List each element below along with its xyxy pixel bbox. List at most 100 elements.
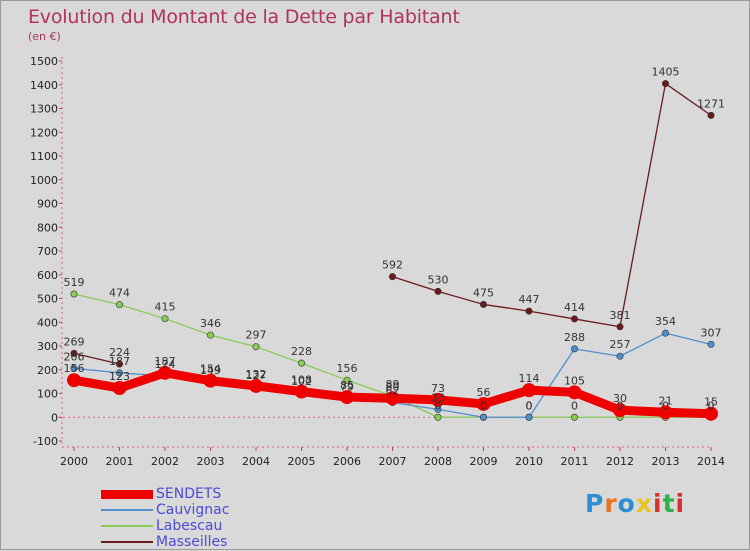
data-point-sendets <box>613 403 627 418</box>
data-point-labescau <box>161 315 169 323</box>
data-label-sendets: 85 <box>340 379 354 392</box>
data-point-sendets <box>112 381 127 396</box>
data-label-sendets: 105 <box>564 374 585 387</box>
data-label-labescau: 519 <box>64 276 85 289</box>
series-line-masseilles <box>73 352 121 365</box>
data-point-sendets <box>294 384 309 399</box>
data-point-sendets <box>567 385 582 400</box>
y-tick-label: 1200 <box>30 126 58 139</box>
data-point-cauvignac <box>616 352 624 360</box>
data-label-sendets: 56 <box>477 386 491 399</box>
logo-letter: x <box>635 489 653 518</box>
x-tick-label: 2001 <box>106 455 134 468</box>
data-label-masseilles: 447 <box>519 293 540 306</box>
data-label-sendets: 114 <box>519 372 540 385</box>
data-label-cauvignac: 79 <box>340 380 354 393</box>
logo-letter: r <box>604 489 618 518</box>
y-tick-label: 900 <box>37 198 58 211</box>
data-label-sendets: 132 <box>246 368 267 381</box>
data-label-labescau: 297 <box>246 329 267 342</box>
data-label-cauvignac: 187 <box>109 355 130 368</box>
x-tick-label: 2003 <box>197 455 225 468</box>
data-label-cauvignac: 102 <box>291 375 312 388</box>
data-point-sendets <box>203 373 218 388</box>
data-label-cauvignac: 33 <box>431 391 445 404</box>
data-point-sendets <box>704 406 718 421</box>
x-tick-label: 2005 <box>288 455 316 468</box>
x-tick-label: 2000 <box>60 455 88 468</box>
data-label-cauvignac: 174 <box>155 358 176 371</box>
data-label-labescau: 0 <box>480 399 487 412</box>
data-point-masseilles <box>116 360 124 368</box>
x-tick-label: 2011 <box>561 455 589 468</box>
data-label-sendets: 73 <box>431 382 445 395</box>
data-point-masseilles <box>434 287 442 295</box>
data-point-sendets <box>431 392 445 407</box>
data-label-cauvignac: 206 <box>64 350 85 363</box>
data-point-labescau <box>297 359 305 367</box>
x-tick-label: 2004 <box>242 455 270 468</box>
data-label-masseilles: 1271 <box>697 97 725 110</box>
y-tick-label: 200 <box>37 364 58 377</box>
legend-label: SENDETS <box>156 486 222 502</box>
data-point-sendets <box>385 391 400 406</box>
data-label-sendets: 108 <box>291 374 312 387</box>
data-point-labescau <box>434 413 442 421</box>
legend-item: Masseilles <box>101 534 361 550</box>
data-point-sendets <box>249 378 263 393</box>
data-label-masseilles: 381 <box>610 309 631 322</box>
x-tick-label: 2010 <box>515 455 543 468</box>
legend-swatch <box>101 489 153 499</box>
x-tick-label: 2009 <box>470 455 498 468</box>
logo-letter: i <box>675 489 686 518</box>
data-point-sendets <box>340 390 354 405</box>
data-point-labescau <box>207 331 215 339</box>
data-point-masseilles <box>70 349 78 357</box>
data-point-cauvignac <box>707 340 715 348</box>
data-label-masseilles: 269 <box>64 335 85 348</box>
data-label-sendets: 30 <box>613 392 627 405</box>
y-tick-label: 1000 <box>30 174 58 187</box>
chart-title: Evolution du Montant de la Dette par Hab… <box>28 6 460 28</box>
data-label-sendets: 187 <box>155 355 176 368</box>
data-point-masseilles <box>388 273 396 281</box>
legend-label: Masseilles <box>156 534 228 550</box>
data-label-masseilles: 224 <box>109 346 130 359</box>
x-tick-label: 2013 <box>652 455 680 468</box>
data-label-masseilles: 592 <box>382 259 403 272</box>
logo-letter: P <box>585 489 605 518</box>
data-label-labescau: 156 <box>337 362 358 375</box>
data-point-labescau <box>570 413 578 421</box>
y-tick-label: 800 <box>37 221 58 234</box>
data-point-cauvignac <box>525 413 533 421</box>
legend-label: Labescau <box>156 518 223 534</box>
data-label-cauvignac: 127 <box>246 369 267 382</box>
y-tick-label: 1500 <box>30 55 58 68</box>
data-label-sendets: 123 <box>109 370 130 383</box>
data-label-cauvignac: 257 <box>610 338 631 351</box>
x-tick-label: 2008 <box>424 455 452 468</box>
data-label-sendets: 21 <box>659 394 673 407</box>
data-label-labescau: 0 <box>662 399 669 412</box>
proxiti-logo: Proxiti <box>585 489 685 518</box>
legend-swatch <box>101 509 153 511</box>
data-point-masseilles <box>707 111 715 119</box>
data-point-cauvignac <box>116 369 124 377</box>
x-tick-label: 2012 <box>606 455 634 468</box>
x-tick-label: 2007 <box>379 455 407 468</box>
data-point-labescau <box>116 301 124 309</box>
data-point-cauvignac <box>70 364 78 372</box>
legend-item: SENDETS <box>101 486 361 502</box>
data-point-labescau <box>252 343 260 351</box>
legend-swatch <box>101 541 153 543</box>
data-label-masseilles: 530 <box>428 273 449 286</box>
data-point-masseilles <box>479 300 487 308</box>
data-point-labescau <box>70 290 78 298</box>
data-label-labescau: 0 <box>571 399 578 412</box>
data-label-cauvignac: 62 <box>386 385 400 398</box>
data-label-cauvignac: 149 <box>200 364 221 377</box>
data-point-sendets <box>522 383 536 398</box>
x-tick-label: 2006 <box>333 455 361 468</box>
series-line-masseilles <box>391 82 712 328</box>
